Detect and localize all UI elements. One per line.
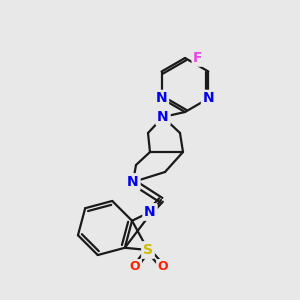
Text: N: N (127, 175, 139, 189)
Text: S: S (143, 243, 153, 257)
Text: F: F (193, 51, 203, 65)
Text: N: N (157, 110, 169, 124)
Text: O: O (158, 260, 168, 274)
Text: N: N (144, 205, 156, 219)
Text: O: O (130, 260, 140, 274)
Text: F: F (193, 51, 203, 65)
Text: S: S (143, 243, 153, 257)
Text: N: N (202, 92, 214, 106)
Text: N: N (127, 175, 139, 189)
Text: O: O (158, 260, 168, 274)
Text: N: N (156, 92, 167, 106)
Text: O: O (130, 260, 140, 274)
Text: N: N (144, 205, 156, 219)
Text: N: N (157, 110, 169, 124)
Text: N: N (202, 92, 214, 106)
Text: N: N (156, 92, 167, 106)
